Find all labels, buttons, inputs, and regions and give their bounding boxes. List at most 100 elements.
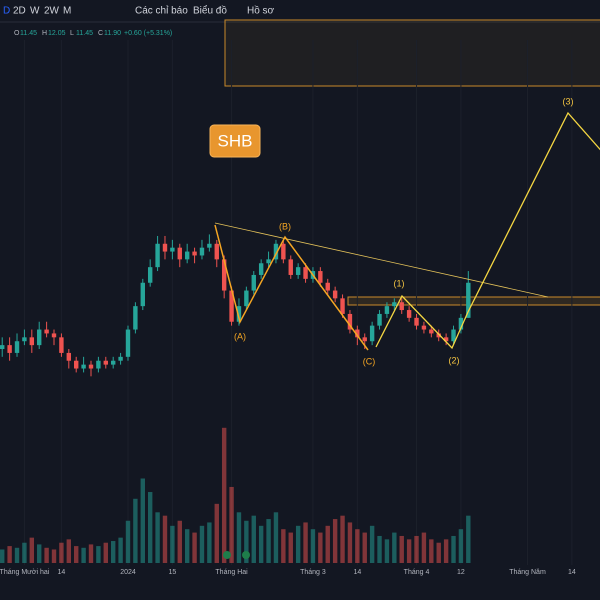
candle-body: [266, 259, 271, 264]
legend-value: 11.90: [104, 30, 121, 37]
candle-body: [443, 337, 449, 342]
volume-bar: [229, 486, 234, 563]
candle-body: [44, 329, 49, 334]
candle-body: [288, 259, 293, 275]
volume-bar: [125, 520, 131, 563]
volume-bar: [244, 520, 249, 563]
volume-bar: [7, 546, 12, 563]
interval[interactable]: D: [3, 6, 10, 17]
wave-label: (2): [449, 355, 460, 365]
symbol-label: SHB: [218, 131, 253, 150]
volume-bar: [14, 547, 20, 563]
interval[interactable]: 2D: [13, 6, 26, 17]
volume-bar: [184, 529, 190, 563]
volume-bar: [281, 529, 286, 563]
candle-body: [377, 313, 382, 326]
volume-bar: [59, 542, 64, 563]
candle-body: [325, 282, 330, 291]
candle-body: [355, 329, 360, 338]
symbol-box: [209, 124, 261, 158]
x-tick-label: 14: [568, 569, 576, 576]
candle-body: [0, 345, 5, 350]
x-tick-label: Tháng Hai: [215, 569, 248, 576]
wave-label: (C): [363, 356, 376, 366]
volume-bar: [177, 520, 182, 563]
volume-bar: [466, 515, 471, 563]
event-icon[interactable]: [242, 551, 250, 559]
candle-body: [147, 267, 153, 283]
candle-body: [392, 302, 397, 307]
x-tick-label: 2024: [120, 569, 136, 576]
profile-button[interactable]: Hồ sơ: [247, 5, 275, 17]
toolbar: [0, 0, 600, 22]
candle-body: [244, 290, 249, 307]
volume-bar: [414, 535, 419, 563]
candle-body: [140, 282, 145, 307]
volume-bar: [103, 542, 108, 563]
volume-bar: [37, 544, 42, 563]
candle-body: [162, 243, 168, 252]
candle-body: [22, 337, 27, 342]
candle-body: [66, 352, 72, 361]
candle-body: [436, 333, 441, 338]
legend-letter: L: [70, 30, 74, 37]
legend-value: 11.45: [20, 30, 37, 37]
volume-bar: [362, 532, 367, 563]
x-tick-label: 15: [168, 569, 176, 576]
volume-bar: [81, 547, 86, 563]
volume-bar: [377, 535, 382, 563]
volume-bar: [258, 525, 264, 563]
candle-body: [37, 329, 42, 346]
volume-bar: [192, 532, 197, 563]
volume-bar: [207, 522, 212, 563]
volume-bar: [133, 498, 138, 563]
x-tick-label: Tháng Mười hai: [0, 569, 50, 576]
volume-bar: [140, 478, 145, 563]
candle-body: [332, 290, 338, 299]
candle-body: [74, 360, 79, 369]
interval[interactable]: M: [63, 6, 71, 17]
rect-drawing: [224, 19, 600, 87]
volume-bar: [96, 546, 101, 563]
legend-letter: H: [42, 30, 47, 37]
candle-body: [221, 259, 227, 291]
candle-body: [133, 306, 138, 330]
volume-bar: [110, 541, 116, 563]
interval[interactable]: 2W: [44, 6, 60, 17]
candle-body: [199, 247, 205, 256]
volume-bar: [0, 549, 5, 563]
impulse-wave: [375, 111, 600, 350]
chart-button[interactable]: Biểu đồ: [193, 5, 227, 17]
volume-bar: [66, 539, 72, 563]
interval[interactable]: W: [30, 6, 40, 17]
x-tick-label: 14: [353, 569, 361, 576]
volume-bar: [147, 492, 153, 563]
volume-bar: [392, 532, 397, 563]
legend-letter: O: [14, 30, 20, 37]
candle-body: [421, 325, 427, 330]
candle-body: [177, 247, 182, 260]
candle-body: [155, 243, 160, 268]
volume-bar: [44, 547, 49, 563]
volume-bar: [266, 519, 271, 563]
ohlc-legend: O 11.45 H 12.05 L 11.45 C 11.90 +0.60 (+5.31%): [14, 30, 172, 37]
volume-bar: [155, 512, 160, 563]
candle-body: [295, 267, 301, 275]
candle-body: [399, 302, 404, 311]
candle-body: [96, 360, 101, 369]
x-tick-label: Tháng 4: [404, 569, 430, 576]
candle-body: [340, 298, 345, 314]
event-icon[interactable]: [223, 551, 231, 559]
wave-label: (A): [234, 331, 246, 341]
wave-label: (B): [279, 221, 291, 231]
candle-body: [347, 313, 353, 330]
indicators-button[interactable]: Các chỉ báo: [135, 5, 188, 17]
volume-bar: [29, 537, 35, 563]
candle-body: [466, 282, 471, 318]
candle-body: [414, 317, 419, 326]
candle-body: [384, 306, 390, 314]
volume-bar: [295, 525, 301, 563]
wave-label: (3): [563, 96, 574, 106]
candle-body: [51, 333, 57, 338]
